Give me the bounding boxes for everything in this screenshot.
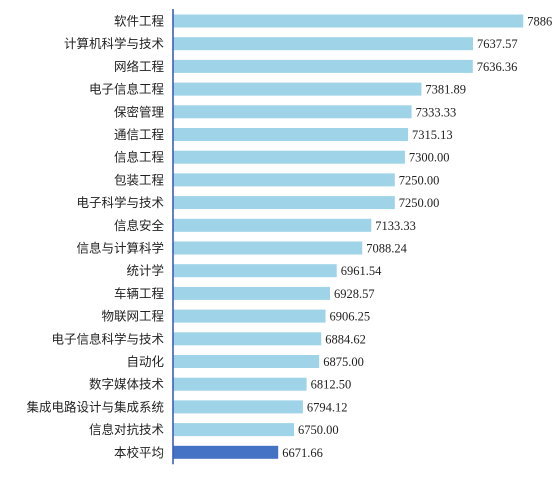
- value-label-14: 6884.62: [325, 332, 366, 346]
- bar-17: [173, 400, 303, 414]
- bar-13: [173, 309, 326, 323]
- value-label-9: 7133.33: [375, 219, 416, 233]
- category-label-14: 电子信息科学与技术: [51, 331, 164, 346]
- value-label-4: 7333.33: [416, 105, 457, 119]
- category-label-2: 网络工程: [114, 59, 165, 74]
- category-labels-group: 软件工程计算机科学与技术网络工程电子信息工程保密管理通信工程信息工程包装工程电子…: [26, 14, 164, 460]
- bar-18: [173, 423, 294, 437]
- bar-9: [173, 218, 372, 232]
- category-label-4: 保密管理: [114, 104, 165, 119]
- category-label-7: 包装工程: [114, 172, 165, 187]
- category-label-11: 统计学: [126, 263, 164, 278]
- value-label-13: 6906.25: [330, 310, 371, 324]
- value-label-16: 6812.50: [311, 378, 352, 392]
- category-label-6: 信息工程: [114, 150, 165, 165]
- value-label-1: 7637.57: [477, 37, 518, 51]
- value-label-19: 6671.66: [282, 446, 323, 460]
- bar-12: [173, 286, 330, 300]
- bar-8: [173, 196, 395, 210]
- value-label-17: 6794.12: [307, 400, 348, 414]
- category-label-18: 信息对抗技术: [89, 422, 165, 437]
- bar-11: [173, 264, 337, 278]
- category-label-16: 数字媒体技术: [89, 377, 165, 392]
- value-label-18: 6750.00: [298, 423, 339, 437]
- value-label-3: 7381.89: [425, 83, 466, 97]
- category-label-17: 集成电路设计与集成系统: [26, 399, 164, 414]
- category-label-5: 通信工程: [114, 127, 165, 142]
- category-label-12: 车辆工程: [114, 286, 165, 301]
- value-label-12: 6928.57: [334, 287, 375, 301]
- bar-16: [173, 377, 307, 391]
- bar-3: [173, 82, 422, 96]
- value-label-0: 7886.36: [527, 15, 552, 29]
- bars-group: [173, 14, 524, 459]
- bar-19: [173, 445, 279, 459]
- category-label-10: 信息与计算科学: [76, 241, 164, 256]
- bar-14: [173, 332, 322, 346]
- value-label-15: 6875.00: [323, 355, 364, 369]
- bar-15: [173, 355, 320, 368]
- bar-6: [173, 150, 405, 164]
- category-label-0: 软件工程: [114, 14, 165, 29]
- bar-0: [173, 14, 524, 28]
- value-label-6: 7300.00: [409, 151, 450, 165]
- value-label-2: 7636.36: [477, 60, 518, 74]
- category-label-1: 计算机科学与技术: [64, 36, 165, 51]
- category-label-8: 电子科学与技术: [76, 195, 164, 210]
- bar-1: [173, 37, 473, 51]
- bar-2: [173, 59, 473, 73]
- value-labels-group: 7886.36 7637.57 7636.36 7381.89 7333.33 7315.…: [282, 15, 552, 460]
- bar-5: [173, 128, 408, 141]
- value-label-10: 7088.24: [366, 242, 407, 256]
- category-label-15: 自动化: [126, 354, 164, 369]
- bar-10: [173, 241, 363, 255]
- value-label-5: 7315.13: [412, 128, 453, 142]
- value-label-11: 6961.54: [341, 264, 382, 278]
- category-label-13: 物联网工程: [101, 309, 164, 324]
- value-label-7: 7250.00: [399, 173, 440, 187]
- bar-7: [173, 173, 395, 187]
- category-label-9: 信息安全: [114, 218, 165, 233]
- category-label-19: 本校平均: [114, 445, 164, 460]
- category-label-3: 电子信息工程: [89, 82, 165, 97]
- value-label-8: 7250.00: [399, 196, 440, 210]
- bar-4: [173, 105, 412, 119]
